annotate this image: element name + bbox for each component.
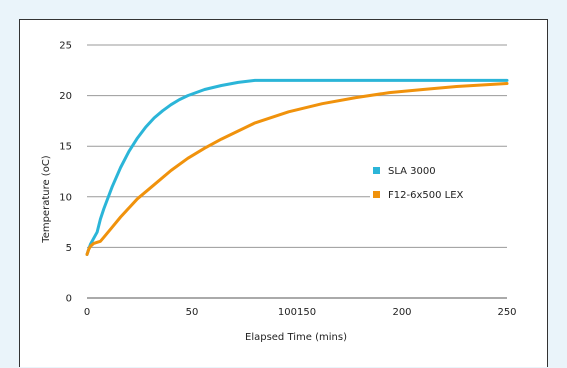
x-axis-label: Elapsed Time (mins)	[245, 332, 347, 343]
y-tick-label: 5	[66, 243, 72, 254]
y-tick-label: 15	[59, 142, 72, 153]
series-line-sla-3000	[85, 78, 509, 256]
chart-frame: 0 50 100150 200 250 0 5 10 15 20 25 SLA 3000 F12-…	[19, 19, 548, 367]
legend-swatch-sla-3000	[373, 167, 380, 174]
x-tick-label: 100150	[278, 307, 316, 318]
series-line-f12-6x500-lex	[85, 82, 509, 256]
y-tick-label: 20	[59, 91, 72, 102]
legend-label-sla-3000: SLA 3000	[388, 166, 436, 177]
y-tick-label: 10	[59, 192, 72, 203]
legend-box	[370, 161, 515, 218]
x-tick-label: 250	[497, 307, 516, 318]
x-tick-label: 0	[84, 307, 90, 318]
y-tick-label: 0	[66, 294, 72, 305]
x-tick-label: 50	[186, 307, 199, 318]
y-tick-label: 25	[59, 41, 72, 52]
x-tick-label: 200	[392, 307, 411, 318]
legend-swatch-f12-6x500-lex	[373, 191, 380, 198]
y-axis-label: Temperature (oC)	[41, 155, 52, 244]
legend-label-f12-6x500-lex: F12-6x500 LEX	[388, 190, 464, 201]
